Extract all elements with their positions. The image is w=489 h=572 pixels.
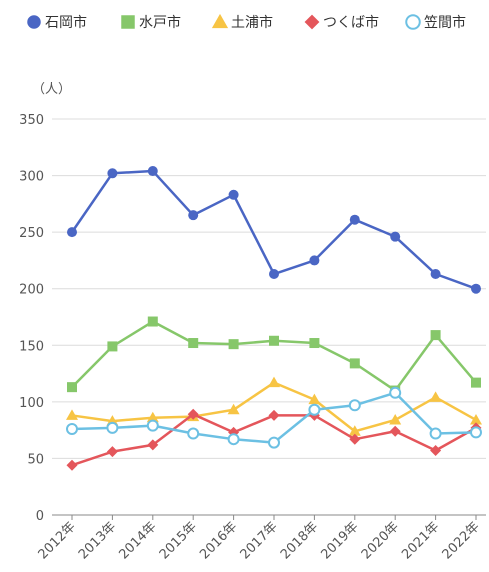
data-point (471, 377, 481, 388)
data-point (188, 210, 199, 221)
grid-lines (52, 118, 486, 459)
data-point (389, 425, 401, 437)
legend-item[interactable]: 笠間市 (405, 14, 466, 31)
series-diamond (66, 408, 482, 471)
x-tick-label: 2015年 (157, 519, 200, 562)
data-point (66, 459, 78, 471)
data-point (67, 382, 77, 393)
data-point (228, 189, 239, 200)
x-tick-label: 2014年 (116, 519, 159, 562)
data-point (308, 403, 321, 416)
y-tick-label: 200 (19, 283, 44, 298)
legend-label: 水戸市 (139, 14, 181, 31)
x-tick-label: 2021年 (399, 519, 442, 562)
data-point (309, 338, 320, 349)
x-tick-label: 2020年 (359, 519, 402, 562)
y-tick-label: 50 (27, 452, 44, 467)
data-point (390, 231, 401, 242)
data-point (309, 255, 320, 266)
data-point (67, 227, 77, 238)
legend-item[interactable]: 石岡市 (27, 14, 87, 31)
y-tick-label: 350 (19, 113, 44, 128)
legend-item[interactable]: 土浦市 (211, 13, 273, 31)
legend-label: つくば市 (323, 14, 379, 31)
legend-marker (121, 15, 135, 29)
y-tick-label: 100 (19, 396, 44, 411)
legend-item[interactable]: つくば市 (304, 14, 379, 31)
data-point (147, 439, 159, 451)
y-tick-label: 300 (19, 170, 44, 185)
data-point (187, 408, 199, 420)
legend-label: 土浦市 (231, 14, 273, 31)
data-point (146, 411, 159, 423)
legend-marker (304, 14, 320, 30)
series-square (67, 316, 481, 396)
series-hollow-circle (66, 386, 482, 449)
y-axis-unit-label: （人） (32, 82, 71, 97)
data-point (227, 433, 240, 446)
y-tick-label: 0 (36, 509, 44, 524)
data-point (429, 427, 442, 440)
data-point (348, 425, 361, 436)
data-point (147, 316, 158, 327)
legend-marker (27, 15, 41, 29)
data-point (66, 409, 78, 420)
data-point (349, 433, 361, 445)
x-tick-label: 2012年 (36, 519, 79, 562)
y-tick-label: 250 (19, 226, 44, 241)
x-axis-ticks: 2012年2013年2014年2015年2016年2017年2018年2019年… (36, 515, 483, 562)
x-tick-label: 2019年 (318, 519, 361, 562)
data-point (430, 330, 441, 341)
x-tick-label: 2018年 (278, 519, 321, 562)
data-point (107, 168, 118, 179)
y-axis-ticks: 0 50 100 150 200 250 300 350 (19, 113, 44, 524)
legend-label: 笠間市 (424, 14, 466, 31)
series-circle (67, 166, 481, 294)
data-point (269, 335, 279, 346)
series-line (71, 381, 477, 433)
data-point (471, 283, 481, 294)
y-tick-label: 150 (19, 339, 44, 354)
data-point (227, 403, 240, 415)
data-point (66, 423, 78, 436)
legend-marker (211, 13, 229, 29)
x-tick-label: 2017年 (238, 519, 281, 562)
x-tick-label: 2022年 (440, 519, 483, 562)
data-point (187, 427, 200, 440)
data-point (106, 421, 119, 434)
data-point (268, 409, 280, 421)
data-point (107, 341, 118, 352)
data-point (308, 393, 321, 405)
data-point (188, 338, 199, 349)
legend-item[interactable]: 水戸市 (121, 14, 181, 31)
data-point (470, 426, 482, 439)
data-point (430, 269, 441, 280)
data-point (268, 436, 280, 449)
data-point (348, 399, 361, 412)
data-point (389, 413, 402, 425)
data-point (389, 386, 402, 399)
x-tick-label: 2016年 (197, 519, 240, 562)
data-point (146, 419, 159, 432)
data-point (147, 166, 158, 177)
data-point (268, 376, 280, 388)
data-point (349, 358, 360, 369)
data-point (106, 446, 118, 458)
legend: 石岡市 水戸市 土浦市 つくば市 笠間市 (27, 13, 466, 31)
legend-label: 石岡市 (45, 14, 87, 31)
series-group (66, 166, 482, 471)
data-point (430, 445, 442, 457)
legend-marker (405, 14, 421, 30)
data-point (349, 214, 360, 225)
data-point (470, 413, 482, 425)
data-point (269, 269, 279, 280)
data-point (228, 339, 239, 350)
data-point (429, 391, 442, 402)
x-tick-label: 2013年 (76, 519, 119, 562)
